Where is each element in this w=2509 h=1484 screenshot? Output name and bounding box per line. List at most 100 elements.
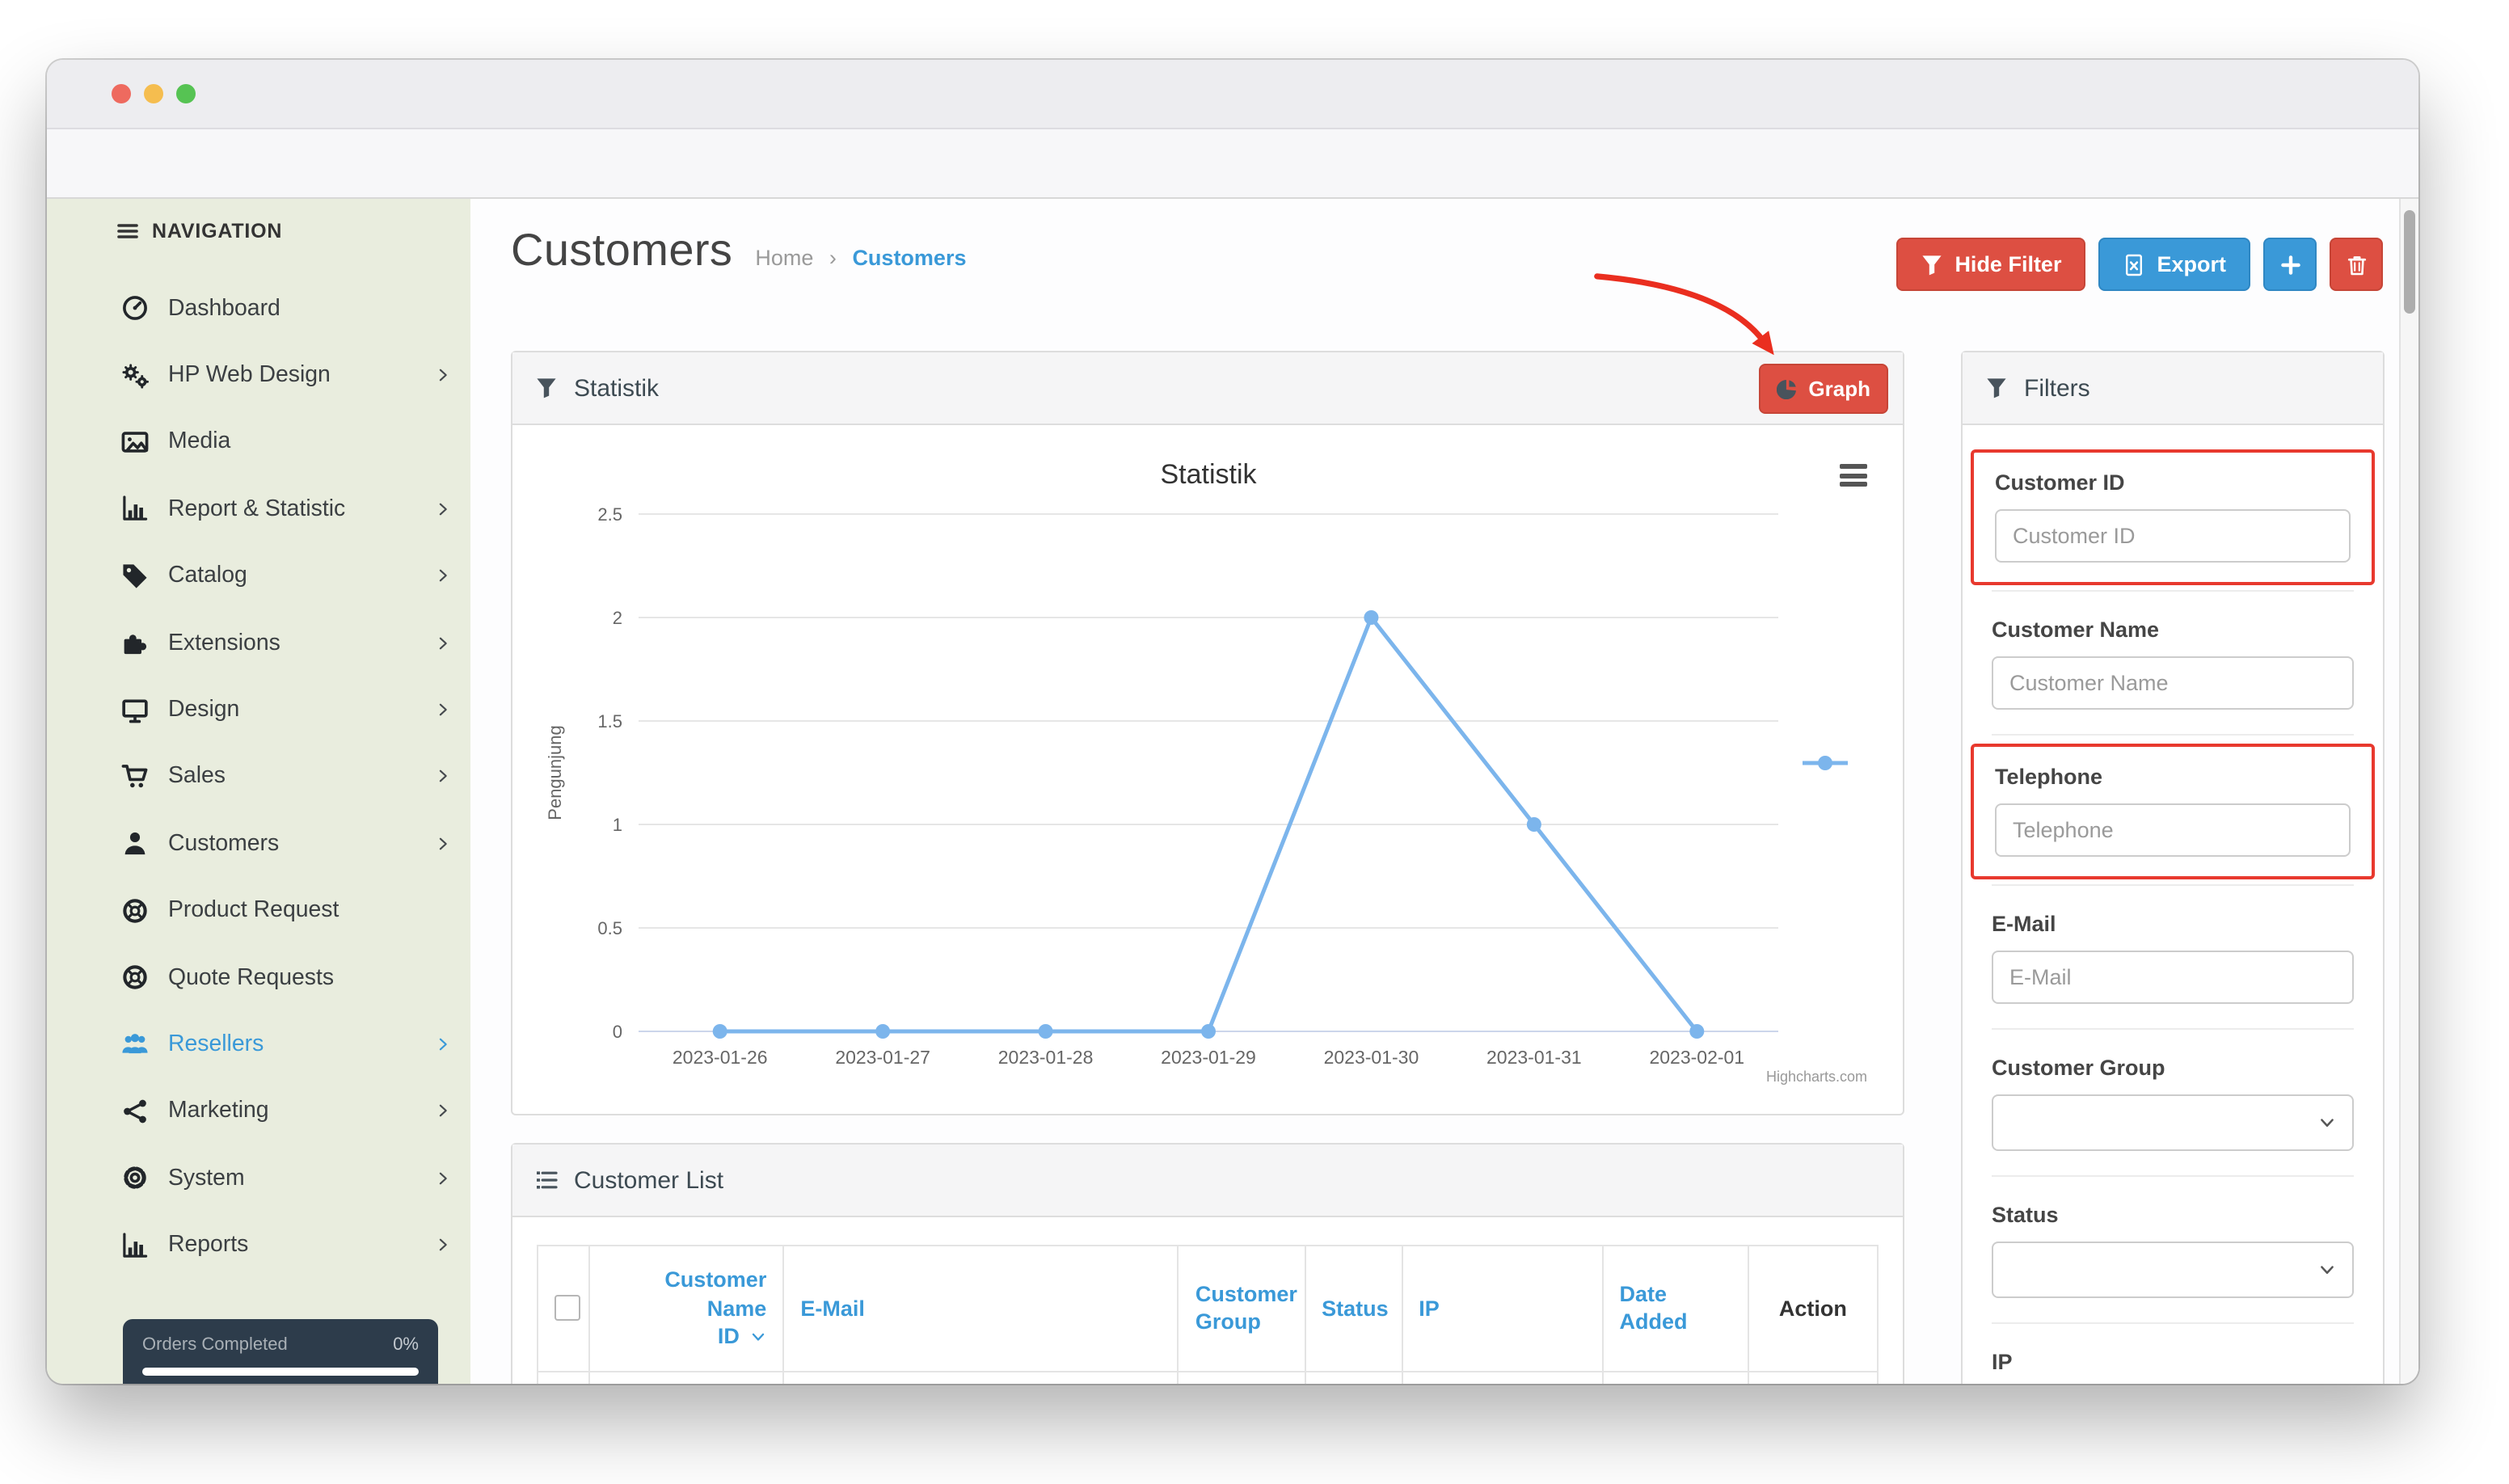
breadcrumb-separator: › [829, 246, 837, 270]
filter-group-status: Status [1992, 1203, 2354, 1298]
statistik-panel: Statistik Graph 0 0.5 1 1.5 2 2.5 2023-01-26 20… [511, 351, 1904, 1115]
column-header-email[interactable]: E-Mail [782, 1245, 1179, 1372]
highcharts-credit-link[interactable]: Highcharts.com [1766, 1069, 1867, 1085]
breadcrumb-current-link[interactable]: Customers [852, 246, 967, 270]
breadcrumb: Home › Customers [755, 246, 966, 270]
filters-body: Customer ID Customer Name Telephone E-Mail C… [1963, 425, 2383, 1384]
sidebar-item-label: Quote Requests [168, 964, 335, 991]
gears-icon [121, 361, 149, 389]
column-header-date_added[interactable]: Date Added [1601, 1245, 1749, 1372]
chevron-right-icon [435, 702, 451, 718]
filter-input-telephone[interactable] [1995, 803, 2351, 857]
page-title: Customers [511, 225, 733, 275]
add-customer-button[interactable] [2263, 238, 2317, 291]
cell-date-added: 31/01/2023 [1601, 1370, 1749, 1384]
svg-text:2023-01-26: 2023-01-26 [673, 1047, 768, 1068]
customer-list-panel: Customer List Customer Name ID E-Mail Cust… [511, 1143, 1904, 1384]
sidebar-item-media[interactable]: Media [47, 409, 470, 476]
sidebar-item-system[interactable]: System [47, 1145, 470, 1212]
sidebar-item-reports[interactable]: Reports [47, 1212, 470, 1279]
scrollbar-thumb[interactable] [2404, 210, 2415, 314]
graph-button-label: Graph [1808, 377, 1870, 401]
sidebar-item-extensions[interactable]: Extensions [47, 609, 470, 677]
divider [1992, 1175, 2354, 1177]
delete-button[interactable] [2330, 238, 2383, 291]
close-window-button[interactable] [112, 84, 131, 103]
column-header-customer_group[interactable]: Customer Group [1177, 1245, 1306, 1372]
svg-text:0.5: 0.5 [597, 918, 622, 938]
filter-select-customer-group[interactable] [1992, 1094, 2354, 1151]
puzzle-icon [121, 629, 149, 656]
sidebar: NAVIGATION Dashboard HP Web Design Media Re… [47, 199, 470, 1384]
sidebar-item-catalog[interactable]: Catalog [47, 542, 470, 609]
select-all-checkbox[interactable] [555, 1295, 580, 1322]
filter-input-customer-name[interactable] [1992, 656, 2354, 710]
divider [1992, 1028, 2354, 1030]
column-header-action: Action [1747, 1245, 1879, 1372]
window-titlebar[interactable] [47, 60, 2418, 129]
zoom-window-button[interactable] [176, 84, 196, 103]
svg-text:2023-01-28: 2023-01-28 [998, 1047, 1094, 1068]
scrollbar-track[interactable] [2399, 199, 2418, 1384]
hide-filter-button[interactable]: Hide Filter [1896, 238, 2086, 291]
sidebar-item-customers[interactable]: Customers [47, 810, 470, 877]
statistik-panel-header: Statistik Graph [512, 352, 1903, 425]
sidebar-item-label: Product Request [168, 897, 339, 924]
sidebar-item-label: Marketing [168, 1098, 269, 1124]
legend-item[interactable] [1803, 756, 1848, 770]
filter-input-e-mail[interactable] [1992, 951, 2354, 1004]
column-header-status[interactable]: Status [1304, 1245, 1403, 1372]
navigation-header[interactable]: NAVIGATION [47, 199, 470, 263]
trash-icon [2345, 253, 2368, 276]
sidebar-item-report-statistic[interactable]: Report & Statistic [47, 475, 470, 542]
filter-label-e-mail: E-Mail [1992, 912, 2056, 936]
sidebar-item-label: Customers [168, 830, 280, 857]
chevron-right-icon [435, 1036, 451, 1052]
sidebar-item-marketing[interactable]: Marketing [47, 1077, 470, 1145]
statistik-chart: 0 0.5 1 1.5 2 2.5 2023-01-26 2023-01-27 2023-01-… [545, 459, 1867, 1085]
sidebar-item-sales[interactable]: Sales [47, 743, 470, 810]
filter-select-status[interactable] [1992, 1242, 2354, 1298]
export-button[interactable]: Export [2098, 238, 2250, 291]
sidebar-item-label: Report & Statistic [168, 495, 346, 522]
filter-group-ip: IP [1992, 1350, 2354, 1384]
sidebar-item-product-request[interactable]: Product Request [47, 877, 470, 944]
divider [1992, 1322, 2354, 1324]
sort-caret-icon [750, 1329, 766, 1345]
breadcrumb-home-link[interactable]: Home [755, 246, 814, 270]
sidebar-item-hp-web-design[interactable]: HP Web Design [47, 342, 470, 409]
sidebar-item-label: Resellers [168, 1031, 264, 1057]
app-window: NAVIGATION Dashboard HP Web Design Media Re… [47, 60, 2418, 1384]
sidebar-item-label: Sales [168, 763, 226, 790]
svg-text:Statistik: Statistik [1160, 459, 1257, 490]
chevron-right-icon [435, 769, 451, 785]
sidebar-item-design[interactable]: Design [47, 677, 470, 744]
filter-input-customer-id[interactable] [1995, 509, 2351, 563]
sidebar-item-label: Reports [168, 1232, 249, 1258]
share-icon [121, 1098, 149, 1125]
column-header-customer_name_id[interactable]: Customer Name ID [588, 1245, 785, 1372]
filter-label-telephone: Telephone [1995, 765, 2103, 789]
menu-icon [116, 220, 139, 242]
column-header-ip[interactable]: IP [1401, 1245, 1604, 1372]
chevron-down-icon [2318, 1114, 2336, 1132]
cell-status: Disabled [1304, 1370, 1403, 1384]
page-actions: Hide Filter Export [1896, 238, 2383, 291]
sidebar-item-resellers[interactable]: Resellers [47, 1011, 470, 1078]
chevron-right-icon [435, 836, 451, 852]
graph-button[interactable]: Graph [1758, 364, 1888, 414]
statistik-panel-title: Statistik [574, 374, 660, 402]
hide-filter-label: Hide Filter [1954, 252, 2062, 276]
life-ring-icon [121, 963, 149, 991]
chart-context-menu-button[interactable] [1840, 464, 1867, 491]
sidebar-item-dashboard[interactable]: Dashboard [47, 275, 470, 342]
orders-progress-bar [142, 1368, 419, 1376]
pie-chart-icon [1776, 378, 1797, 399]
filter-group-customer-id-annotated: Customer ID [1971, 449, 2375, 585]
column-header-checkbox[interactable] [536, 1245, 591, 1372]
minimize-window-button[interactable] [144, 84, 163, 103]
customer-table: Customer Name ID E-Mail Customer Group Statu… [536, 1245, 1879, 1384]
gear-icon [121, 1165, 149, 1192]
sidebar-item-quote-requests[interactable]: Quote Requests [47, 944, 470, 1011]
customer-list-header: Customer List [512, 1145, 1903, 1217]
